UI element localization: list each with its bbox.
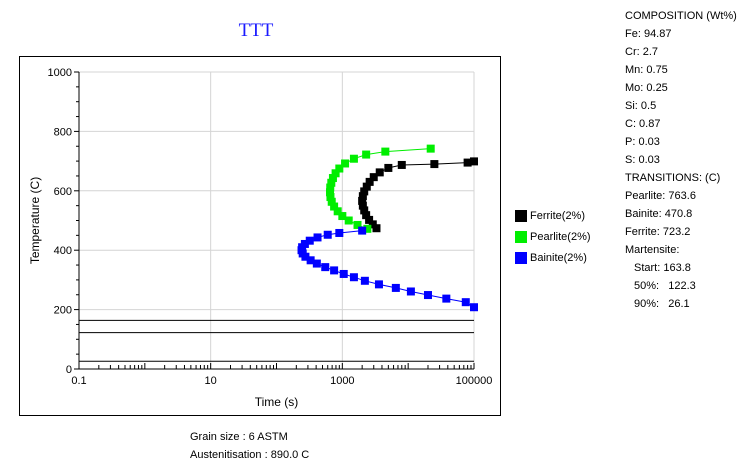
y-tick-label: 1000 xyxy=(48,67,72,79)
composition-title: COMPOSITION (Wt%) xyxy=(625,10,737,22)
data-point-bainite xyxy=(391,283,400,292)
data-point-bainite xyxy=(349,273,358,282)
transition-bainite: Bainite: 470.8 xyxy=(625,208,693,220)
data-point-ferrite xyxy=(360,187,369,196)
data-point-pearlite xyxy=(326,183,335,192)
data-point-ferrite xyxy=(369,173,378,182)
data-point-bainite xyxy=(335,228,344,237)
data-point-ferrite xyxy=(362,211,371,220)
data-point-bainite xyxy=(301,252,310,261)
chart-frame: 0.1 10 1000 100000 0 200 400 600 800 1000 Time (s)… xyxy=(19,56,501,416)
y-tick-label: 0 xyxy=(66,364,72,376)
data-point-ferrite xyxy=(365,215,374,224)
data-point-bainite xyxy=(312,259,321,268)
martensite-title: Martensite: xyxy=(625,244,680,256)
data-point-pearlite xyxy=(381,147,390,156)
composition-si: Si: 0.5 xyxy=(625,100,657,112)
data-point-bainite xyxy=(470,303,478,312)
legend-swatch-ferrite xyxy=(515,210,527,222)
transition-pearlite: Pearlite: 763.6 xyxy=(625,190,696,202)
martensite-start: Start: 163.8 xyxy=(634,262,691,274)
data-point-ferrite xyxy=(430,160,439,169)
composition-fe: Fe: 94.87 xyxy=(625,28,672,40)
data-point-pearlite xyxy=(333,207,342,216)
martensite-50: 50%: 122.3 xyxy=(634,280,696,292)
martensite-90: 90%: 26.1 xyxy=(634,298,690,310)
composition-mo: Mo: 0.25 xyxy=(625,82,668,94)
data-point-ferrite xyxy=(470,157,478,166)
y-axis-label: Temperature (C) xyxy=(28,177,42,264)
data-point-pearlite xyxy=(363,224,372,233)
data-point-pearlite xyxy=(327,178,336,187)
data-point-bainite xyxy=(321,263,330,272)
data-point-bainite xyxy=(306,256,315,265)
y-tick-label: 600 xyxy=(54,186,72,198)
data-point-pearlite xyxy=(335,164,344,173)
data-point-ferrite xyxy=(358,192,367,201)
data-point-pearlite xyxy=(328,174,337,183)
data-point-bainite xyxy=(313,233,322,242)
data-point-bainite xyxy=(406,287,415,296)
austenitisation: Austenitisation : 890.0 C xyxy=(190,449,310,461)
y-tick-label: 400 xyxy=(54,245,72,257)
data-point-pearlite xyxy=(326,188,335,197)
data-point-ferrite xyxy=(368,220,377,229)
data-point-pearlite xyxy=(331,169,340,178)
data-point-bainite xyxy=(461,298,470,307)
data-point-ferrite xyxy=(397,160,406,169)
footnotes: Grain size : 6 ASTM Austenitisation : 89… xyxy=(190,428,309,464)
x-tick-label: 10 xyxy=(205,375,217,387)
data-point-ferrite xyxy=(375,168,384,177)
x-axis-label: Time (s) xyxy=(255,395,299,409)
data-point-pearlite xyxy=(362,150,371,159)
y-tick-label: 200 xyxy=(54,305,72,317)
data-point-bainite xyxy=(330,266,339,275)
legend-label-pearlite: Pearlite(2%) xyxy=(530,231,591,243)
data-point-ferrite xyxy=(358,196,367,205)
legend-swatch-bainite xyxy=(515,252,527,264)
y-tick-label: 800 xyxy=(54,126,72,138)
data-point-ferrite xyxy=(463,158,472,167)
composition-s: S: 0.03 xyxy=(625,154,660,166)
data-point-pearlite xyxy=(426,144,435,153)
legend-label-ferrite: Ferrite(2%) xyxy=(530,210,586,222)
data-point-ferrite xyxy=(384,163,393,172)
data-point-bainite xyxy=(442,294,451,303)
data-point-pearlite xyxy=(326,193,335,202)
composition-c: C: 0.87 xyxy=(625,118,661,130)
data-point-bainite xyxy=(305,236,314,245)
info-panel: COMPOSITION (Wt%) Fe: 94.87 Cr: 2.7 Mn: … xyxy=(625,7,737,313)
data-point-pearlite xyxy=(338,212,347,221)
legend-label-bainite: Bainite(2%) xyxy=(530,252,587,264)
data-point-bainite xyxy=(323,230,332,239)
data-point-pearlite xyxy=(341,159,350,168)
data-point-ferrite xyxy=(360,206,369,215)
x-tick-label: 0.1 xyxy=(71,375,86,387)
x-tick-label: 1000 xyxy=(330,375,354,387)
data-point-pearlite xyxy=(330,202,339,211)
chart-plot: 0.1 10 1000 100000 0 200 400 600 800 1000 Time (s)… xyxy=(28,67,493,409)
grain-size: Grain size : 6 ASTM xyxy=(190,431,288,443)
data-point-ferrite xyxy=(365,177,374,186)
data-point-bainite xyxy=(423,291,432,300)
data-point-pearlite xyxy=(353,220,362,229)
transitions-title: TRANSITIONS: (C) xyxy=(625,172,721,184)
data-point-bainite xyxy=(339,269,348,278)
data-point-ferrite xyxy=(358,201,367,210)
data-point-bainite xyxy=(360,276,369,285)
chart-title: TTT xyxy=(238,20,274,41)
data-point-pearlite xyxy=(344,216,353,225)
transition-ferrite: Ferrite: 723.2 xyxy=(625,226,691,238)
data-point-pearlite xyxy=(327,197,336,206)
composition-cr: Cr: 2.7 xyxy=(625,46,659,58)
data-point-bainite xyxy=(358,226,367,235)
data-point-ferrite xyxy=(362,182,371,191)
legend-swatch-pearlite xyxy=(515,231,527,243)
composition-p: P: 0.03 xyxy=(625,136,660,148)
data-point-pearlite xyxy=(349,154,358,163)
composition-mn: Mn: 0.75 xyxy=(625,64,668,76)
x-tick-label: 100000 xyxy=(456,375,493,387)
data-point-bainite xyxy=(374,280,383,289)
